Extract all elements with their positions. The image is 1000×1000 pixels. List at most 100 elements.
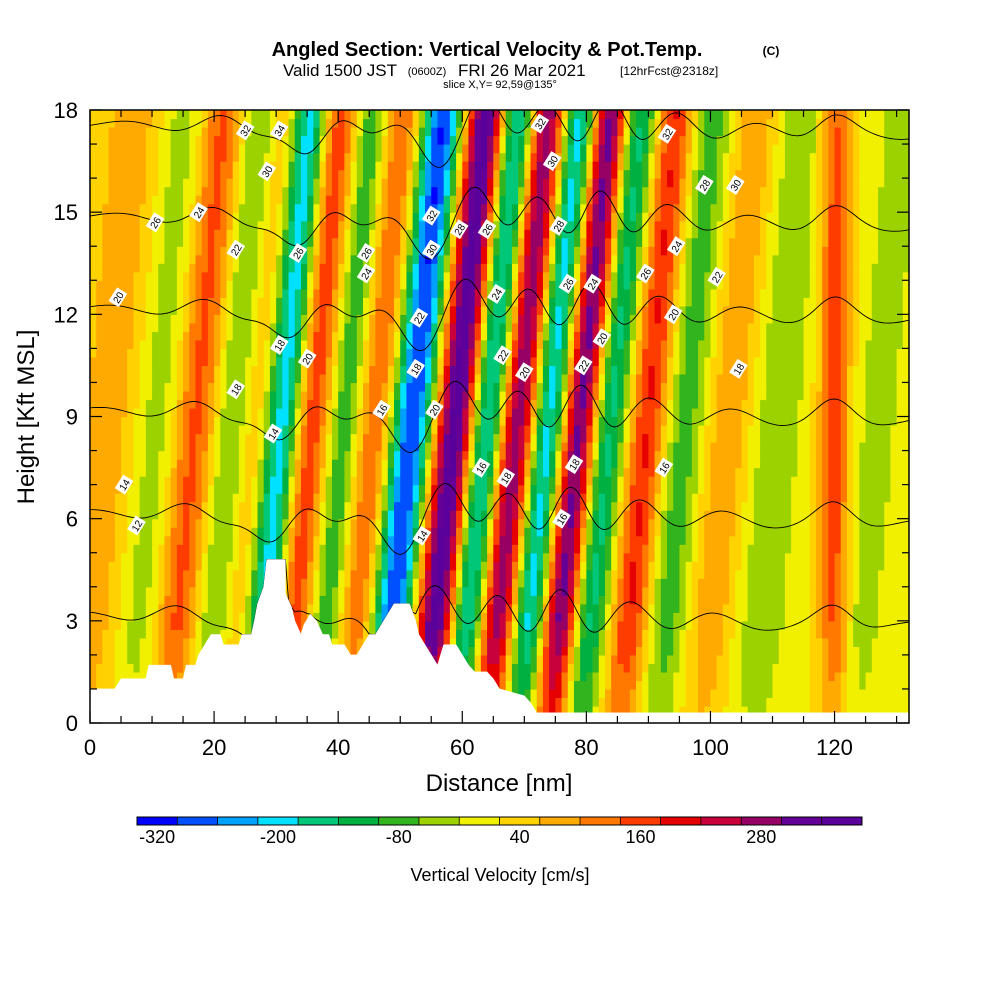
velocity-cell [542, 629, 550, 639]
velocity-cell [623, 654, 631, 664]
velocity-cell [766, 595, 774, 605]
velocity-cell [846, 705, 854, 716]
velocity-cell [542, 535, 550, 545]
velocity-cell [698, 450, 705, 460]
velocity-cell [846, 586, 854, 596]
velocity-cell [536, 663, 544, 673]
velocity-cell [145, 450, 153, 460]
velocity-cell [133, 459, 141, 469]
velocity-cell [660, 425, 668, 435]
velocity-cell [443, 620, 451, 630]
velocity-cell [766, 552, 774, 562]
velocity-cell [431, 433, 439, 443]
velocity-cell [710, 535, 718, 545]
velocity-cell [636, 399, 643, 409]
velocity-cell [722, 680, 730, 690]
velocity-cell [288, 407, 296, 418]
velocity-cell [840, 467, 848, 477]
velocity-cell [735, 595, 743, 605]
velocity-cell [425, 569, 432, 579]
velocity-cell [220, 527, 228, 537]
velocity-cell [300, 484, 308, 494]
velocity-cell [338, 629, 345, 639]
velocity-cell [145, 484, 153, 494]
velocity-cell [648, 476, 656, 486]
velocity-cell [673, 467, 681, 477]
velocity-cell [369, 561, 376, 571]
velocity-cell [784, 680, 792, 690]
velocity-cell [449, 407, 457, 418]
velocity-cell [716, 637, 724, 647]
velocity-cell [170, 595, 178, 605]
velocity-cell [406, 510, 414, 520]
velocity-cell [356, 510, 364, 520]
velocity-cell [183, 569, 190, 579]
velocity-cell [425, 620, 432, 630]
velocity-cell [636, 535, 643, 545]
velocity-cell [772, 450, 780, 460]
velocity-cell [164, 544, 172, 554]
velocity-cell [884, 663, 891, 673]
velocity-cell [859, 433, 867, 443]
velocity-cell [592, 510, 600, 520]
velocity-cell [871, 467, 879, 477]
velocity-cell [710, 671, 718, 682]
velocity-cell [158, 637, 166, 647]
velocity-cell [660, 561, 668, 571]
velocity-cell [189, 425, 197, 435]
velocity-cell [96, 510, 103, 520]
velocity-cell [418, 629, 426, 639]
velocity-cell [654, 586, 662, 596]
velocity-cell [381, 586, 389, 596]
velocity-cell [145, 561, 153, 571]
velocity-cell [387, 425, 395, 435]
velocity-cell [356, 476, 364, 486]
velocity-cell [617, 467, 625, 477]
velocity-cell [623, 688, 631, 699]
velocity-cell [307, 527, 314, 537]
velocity-cell [660, 476, 668, 486]
velocity-cell [859, 688, 867, 699]
velocity-cell [511, 586, 519, 596]
velocity-cell [778, 688, 786, 699]
velocity-cell [238, 561, 246, 571]
velocity-cell [214, 399, 221, 409]
velocity-cell [722, 476, 730, 486]
velocity-cell [480, 552, 488, 562]
velocity-cell [152, 442, 159, 452]
velocity-cell [753, 535, 761, 545]
velocity-cell [791, 535, 798, 545]
velocity-cell [406, 544, 414, 554]
velocity-cell [722, 493, 730, 503]
velocity-cell [282, 442, 290, 452]
velocity-cell [325, 484, 333, 494]
velocity-cell [394, 442, 401, 452]
velocity-cell [425, 459, 432, 469]
velocity-cell [220, 552, 228, 562]
velocity-cell [363, 535, 370, 545]
velocity-cell [338, 552, 345, 562]
velocity-cell [828, 578, 836, 588]
velocity-cell [797, 450, 805, 460]
velocity-cell [561, 527, 569, 537]
velocity-cell [636, 467, 643, 477]
velocity-cell [381, 425, 389, 435]
velocity-cell [623, 671, 631, 682]
velocity-cell [313, 552, 321, 562]
velocity-cell [108, 603, 116, 613]
velocity-cell [158, 561, 166, 571]
velocity-cell [474, 544, 482, 554]
velocity-cell [474, 527, 482, 537]
velocity-cell [784, 544, 792, 554]
velocity-cell [722, 425, 730, 435]
velocity-cell [524, 527, 532, 537]
velocity-cell [555, 484, 563, 494]
velocity-cell [387, 459, 395, 469]
velocity-cell [555, 544, 563, 554]
velocity-cell [710, 501, 718, 511]
velocity-cell [623, 663, 631, 673]
velocity-cell [96, 501, 103, 511]
velocity-cell [729, 535, 736, 545]
velocity-cell [772, 705, 780, 716]
velocity-cell [158, 484, 166, 494]
